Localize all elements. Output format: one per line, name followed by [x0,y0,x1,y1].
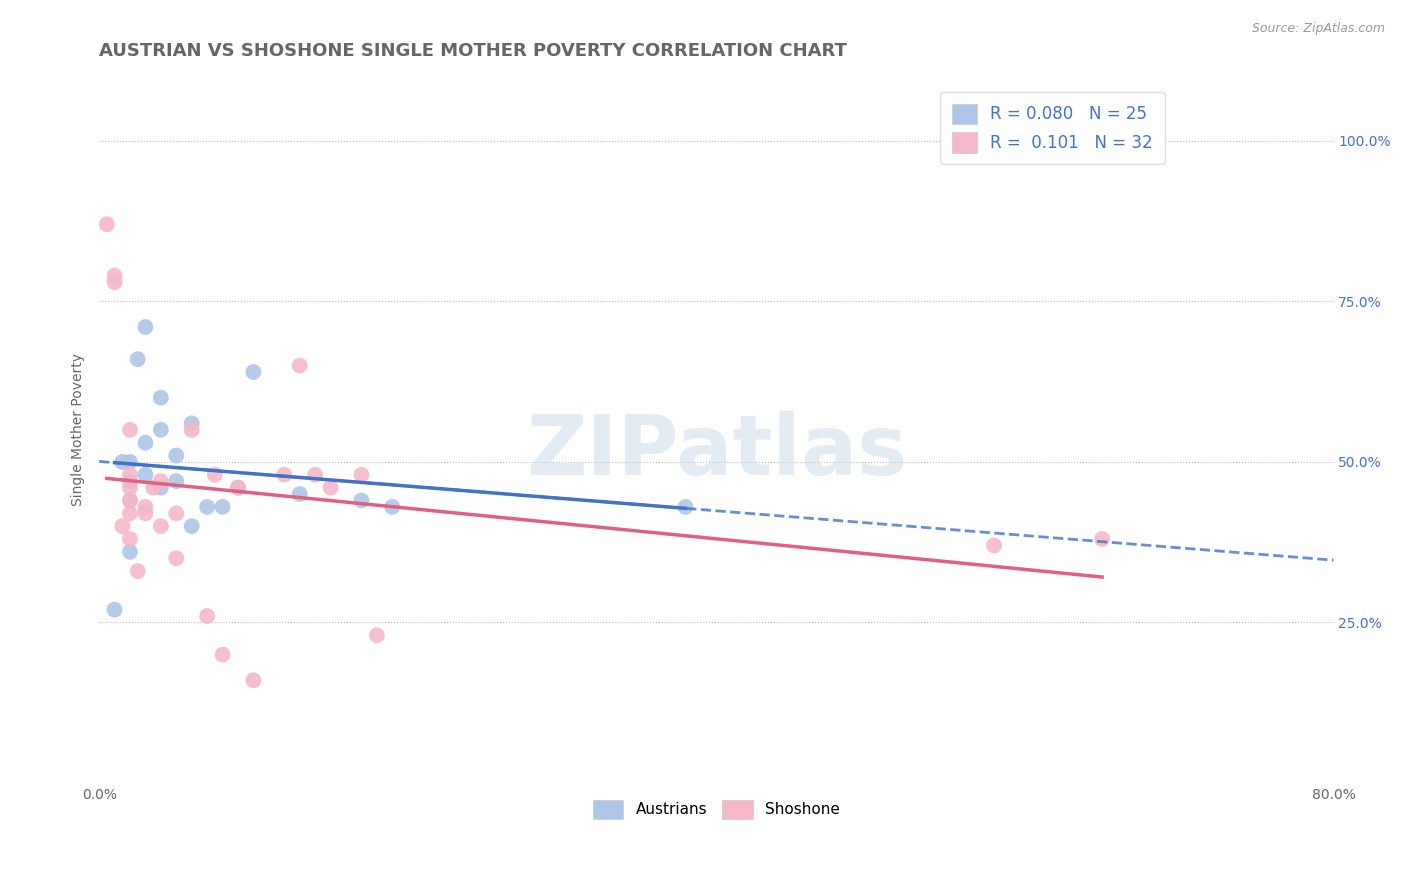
Point [242,673,264,688]
Point [211,648,233,662]
Point [149,474,172,488]
Point [226,481,249,495]
Point [350,493,373,508]
Text: AUSTRIAN VS SHOSHONE SINGLE MOTHER POVERTY CORRELATION CHART: AUSTRIAN VS SHOSHONE SINGLE MOTHER POVER… [100,42,846,60]
Point [350,467,373,482]
Point [288,487,311,501]
Point [103,602,125,616]
Point [983,538,1005,552]
Point [381,500,404,514]
Point [226,481,249,495]
Point [134,467,156,482]
Point [118,423,141,437]
Point [118,493,141,508]
Point [96,217,118,231]
Point [118,545,141,559]
Point [1091,532,1114,546]
Point [242,365,264,379]
Point [134,506,156,520]
Point [111,455,134,469]
Point [134,500,156,514]
Legend: Austrians, Shoshone: Austrians, Shoshone [586,794,846,825]
Point [103,268,125,283]
Point [118,506,141,520]
Point [118,474,141,488]
Point [127,564,149,578]
Point [195,500,218,514]
Point [118,532,141,546]
Point [180,519,202,533]
Point [118,455,141,469]
Point [142,481,165,495]
Y-axis label: Single Mother Poverty: Single Mother Poverty [72,353,86,507]
Point [304,467,326,482]
Point [165,506,187,520]
Point [111,519,134,533]
Point [165,551,187,566]
Text: ZIPatlas: ZIPatlas [526,410,907,491]
Point [319,481,342,495]
Point [180,417,202,431]
Point [288,359,311,373]
Text: Source: ZipAtlas.com: Source: ZipAtlas.com [1251,22,1385,36]
Point [366,628,388,642]
Point [118,493,141,508]
Point [165,474,187,488]
Point [149,519,172,533]
Point [118,481,141,495]
Point [134,435,156,450]
Point [211,500,233,514]
Point [180,423,202,437]
Point [103,275,125,289]
Point [149,423,172,437]
Point [149,391,172,405]
Point [273,467,295,482]
Point [149,481,172,495]
Point [165,449,187,463]
Point [127,352,149,367]
Point [195,609,218,624]
Point [675,500,697,514]
Point [134,320,156,334]
Point [204,467,226,482]
Point [118,467,141,482]
